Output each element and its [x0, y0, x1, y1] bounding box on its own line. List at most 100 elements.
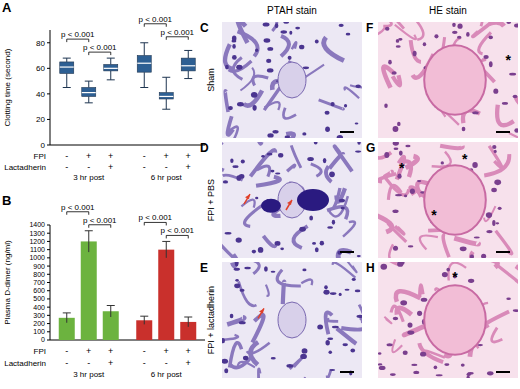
nucleus: [398, 38, 402, 41]
y-tick-label: 500: [33, 295, 45, 302]
condition-sign: +: [108, 162, 113, 172]
nucleus: [222, 359, 228, 364]
error-bar: [110, 306, 111, 318]
condition-sign: +: [186, 346, 191, 356]
nucleus: [413, 51, 417, 57]
whisker-lower: [166, 99, 167, 109]
tissue-wall: [239, 281, 257, 305]
nucleus: [344, 104, 347, 107]
nucleus: [270, 170, 274, 173]
nucleus: [303, 67, 309, 70]
condition-sign: -: [65, 346, 68, 356]
tissue-wall: [412, 22, 424, 40]
nucleus: [324, 285, 328, 289]
whisker-lower: [188, 71, 189, 79]
marks: [59, 231, 197, 340]
nucleus: [283, 22, 288, 24]
nucleus: [346, 33, 351, 36]
y-tick: [47, 93, 50, 94]
y-tick: [47, 323, 50, 324]
y-axis-line: [50, 30, 51, 145]
comparison-bracket: [89, 225, 111, 228]
tissue-wall: [420, 236, 438, 250]
nucleus: [390, 373, 396, 376]
x-axis-line: [50, 145, 205, 146]
nucleus: [410, 189, 415, 194]
nucleus: [222, 338, 225, 343]
tissue-wall: [264, 102, 279, 110]
nucleus: [258, 247, 264, 253]
nucleus: [408, 245, 414, 247]
comparison-bracket: [166, 37, 188, 40]
condition-sign: +: [108, 346, 113, 356]
tissue-wall: [252, 315, 263, 343]
nucleus: [486, 230, 492, 233]
nucleus: [223, 180, 228, 183]
whisker-upper: [144, 43, 145, 56]
tissue-wall: [281, 36, 289, 56]
box: [159, 93, 173, 99]
nucleus: [434, 34, 438, 38]
tissue-wall: [245, 205, 264, 227]
nucleus: [280, 30, 287, 33]
y-tick: [47, 119, 50, 120]
condition-sign: +: [108, 358, 113, 368]
nucleus: [339, 199, 345, 203]
tissue-wall: [359, 305, 362, 322]
p-value: p < 0.001: [138, 15, 172, 24]
tissue-wall: [378, 22, 391, 26]
nucleus: [355, 289, 361, 292]
tissue-wall: [328, 196, 348, 216]
comparison-bracket: [89, 52, 111, 55]
y-tick-label: 40: [36, 90, 45, 99]
tissue-wall: [277, 270, 301, 286]
arrow-head: [287, 200, 292, 205]
nucleus: [352, 278, 356, 281]
whisker-cap-lower: [162, 109, 170, 110]
marks: [60, 43, 196, 109]
tissue-wall: [237, 31, 257, 56]
nucleus: [421, 298, 428, 302]
nucleus: [452, 23, 456, 27]
tissue-wall: [497, 105, 514, 126]
micrograph: [222, 142, 362, 258]
nucleus: [452, 31, 458, 34]
nucleus: [320, 241, 324, 246]
nucleus: [255, 197, 258, 199]
y-tick-label: 1300: [29, 230, 45, 237]
tissue-wall: [251, 22, 277, 31]
nucleus: [299, 45, 304, 50]
nucleus: [466, 376, 470, 378]
tissue-wall: [392, 339, 402, 352]
scale-bar: [340, 131, 354, 133]
y-tick-label: 800: [33, 271, 45, 278]
nucleus: [271, 271, 276, 273]
condition-label: Lactadherin: [4, 163, 46, 172]
nucleus: [275, 23, 279, 28]
tissue-wall: [263, 236, 275, 246]
tissue-wall: [292, 42, 296, 49]
nucleus: [470, 255, 474, 258]
tissue-wall: [233, 58, 242, 80]
tissue-wall: [253, 76, 268, 85]
y-tick-label: 1400: [29, 221, 45, 228]
nucleus: [329, 369, 335, 371]
median: [159, 96, 173, 97]
vessel: [278, 62, 306, 98]
nucleus: [483, 55, 488, 59]
asterisk: *: [452, 269, 458, 285]
y-tick-label: 80: [36, 39, 45, 48]
tissue-wall: [388, 22, 404, 29]
vessel: [278, 302, 306, 338]
tissue-wall: [326, 312, 333, 334]
nucleus: [317, 324, 323, 329]
nucleus: [441, 161, 444, 164]
nucleus: [330, 292, 337, 295]
nucleus: [288, 56, 292, 60]
nucleus: [263, 22, 270, 26]
column-header: PTAH stain: [267, 5, 317, 16]
background: [0, 0, 520, 389]
y-tick: [47, 225, 50, 226]
micrograph: [378, 262, 518, 378]
nucleus: [514, 23, 518, 27]
